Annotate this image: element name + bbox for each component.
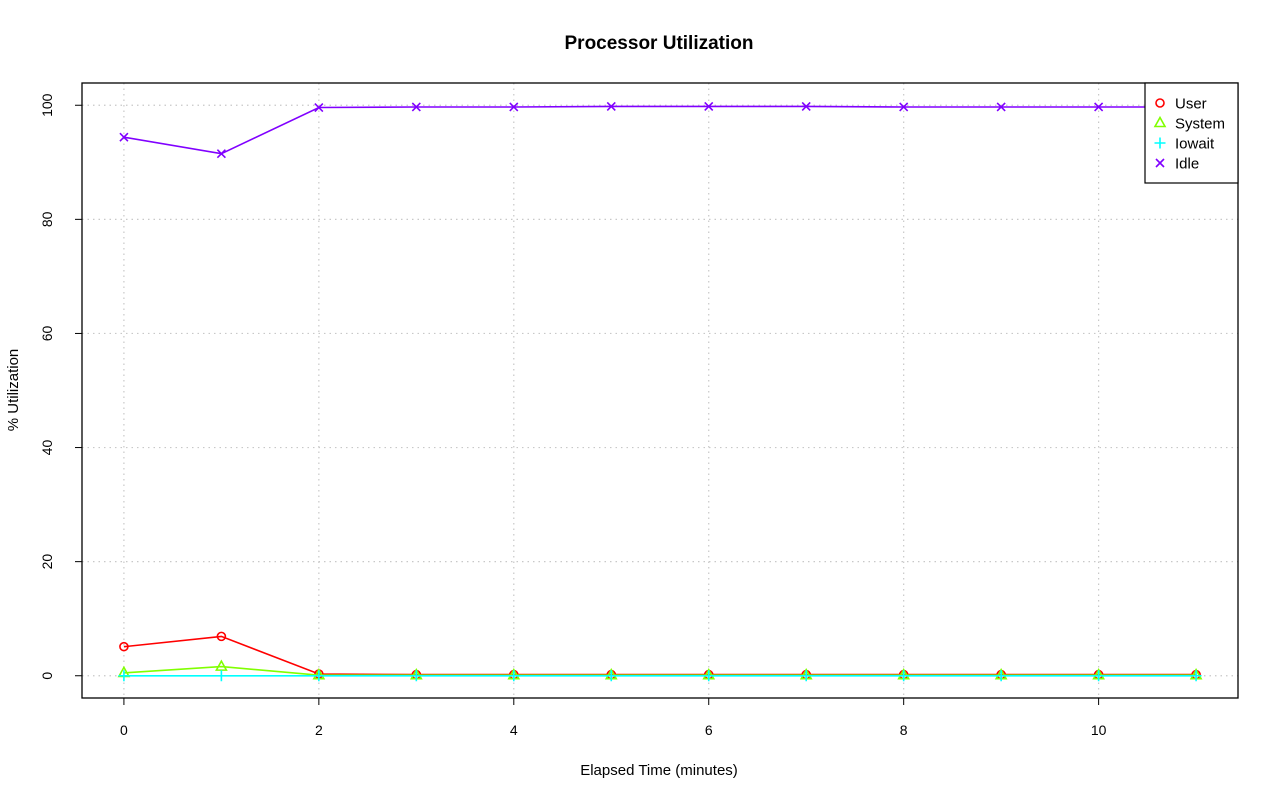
series-iowait [118,670,1202,682]
chart-title: Processor Utilization [565,33,754,54]
y-axis: 0 20 40 60 80 100 [39,93,83,680]
legend-symbol-user [1155,98,1165,108]
legend: User System Iowait Idle [1144,82,1239,184]
data-point-system [215,659,228,671]
data-point-iowait [800,670,812,682]
x-tick-label: 6 [705,722,713,738]
data-point-idle [119,132,129,142]
data-point-iowait [118,670,130,682]
y-tick-label: 20 [39,554,55,570]
data-point-idle [1094,102,1104,112]
series-idle [119,101,1201,159]
data-point-idle [899,102,909,112]
data-point-user [216,631,227,642]
legend-label-user: User [1175,96,1207,113]
data-point-iowait [313,670,325,682]
data-point-idle [606,101,616,111]
x-tick-label: 8 [900,722,908,738]
x-tick-label: 10 [1091,722,1107,738]
data-point-idle [509,102,519,112]
y-axis-label: % Utilization [5,349,22,432]
data-point-idle [704,101,714,111]
legend-label-iowait: Iowait [1175,136,1215,153]
data-point-idle [996,102,1006,112]
series-layer [117,101,1203,682]
y-tick-label: 0 [39,672,55,680]
data-point-iowait [703,670,715,682]
data-point-user [119,641,129,652]
data-point-iowait [1093,670,1105,682]
data-point-idle [411,102,421,112]
x-axis-label: Elapsed Time (minutes) [580,762,738,779]
data-point-idle [216,149,226,159]
data-point-idle [314,102,324,113]
legend-label-idle: Idle [1175,156,1199,173]
data-point-iowait [995,670,1007,682]
data-point-iowait [1190,670,1202,682]
series-line-user [123,635,1197,676]
x-tick-label: 2 [315,722,323,738]
grid-lines [82,83,1238,698]
data-point-iowait [410,670,422,682]
x-axis: 0 2 4 6 8 10 [120,697,1107,738]
x-tick-label: 0 [120,722,128,738]
y-tick-label: 40 [39,440,55,456]
legend-symbol-iowait [1154,137,1166,149]
y-tick-label: 80 [39,211,55,227]
legend-symbol-system [1153,115,1167,128]
data-point-idle [801,101,811,111]
plot-frame [81,82,1239,699]
y-tick-label: 100 [39,93,55,117]
series-line-idle [123,105,1197,155]
data-point-iowait [508,670,520,682]
y-tick-label: 60 [39,325,55,341]
legend-label-system: System [1175,116,1225,133]
data-point-iowait [215,670,227,682]
x-tick-label: 4 [510,722,518,738]
data-point-iowait [898,670,910,682]
legend-symbol-idle [1155,158,1165,168]
data-point-iowait [605,670,617,682]
